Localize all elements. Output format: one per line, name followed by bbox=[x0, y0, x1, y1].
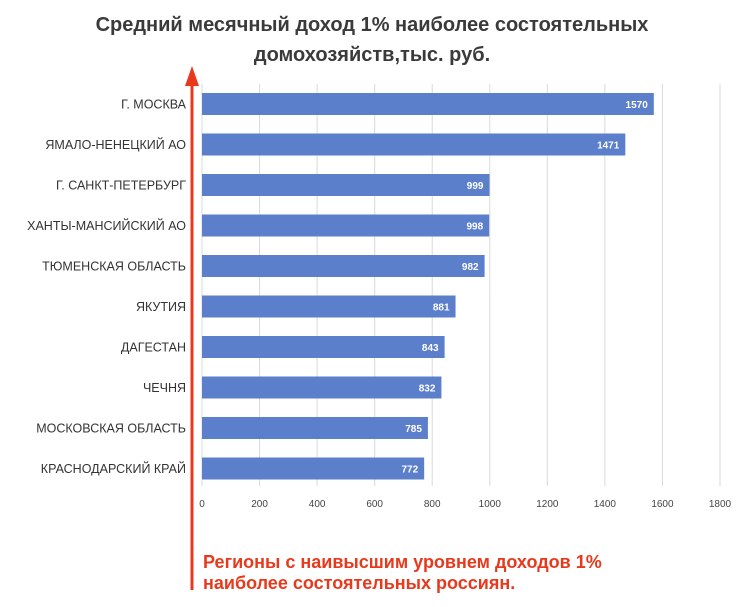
category-label: МОСКОВСКАЯ ОБЛАСТЬ bbox=[36, 422, 186, 436]
bar bbox=[202, 255, 485, 277]
bar-value-label: 999 bbox=[467, 181, 484, 192]
category-label: ЧЕЧНЯ bbox=[143, 381, 186, 395]
bar-value-label: 843 bbox=[422, 343, 439, 354]
category-label: ТЮМЕНСКАЯ ОБЛАСТЬ bbox=[42, 260, 186, 274]
bar bbox=[202, 133, 626, 156]
bar-value-label: 832 bbox=[419, 384, 436, 395]
bar bbox=[202, 295, 456, 318]
bar bbox=[202, 457, 425, 480]
bar bbox=[202, 417, 428, 439]
bar bbox=[202, 174, 490, 196]
bars: 1570 1471 999 998 982 881 843 832 785 772 bbox=[202, 93, 654, 480]
x-tick-label: 400 bbox=[309, 499, 326, 510]
category-label: ЯМАЛО-НЕНЕЦКИЙ АО bbox=[45, 137, 186, 152]
bar bbox=[202, 376, 442, 399]
arrow-head bbox=[185, 66, 199, 86]
bar-value-label: 1471 bbox=[597, 141, 620, 152]
bar bbox=[202, 214, 490, 237]
x-tick-label: 800 bbox=[424, 499, 441, 510]
x-tick-label: 1200 bbox=[536, 499, 559, 510]
bar-value-label: 998 bbox=[467, 222, 484, 233]
bar-value-label: 1570 bbox=[626, 100, 649, 111]
bar bbox=[202, 93, 654, 115]
category-label: Г. МОСКВА bbox=[121, 98, 187, 112]
category-label: ХАНТЫ-МАНСИЙСКИЙ АО bbox=[27, 218, 186, 233]
category-label: Г. САНКТ-ПЕТЕРБУРГ bbox=[56, 179, 186, 193]
x-tick-label: 1000 bbox=[479, 499, 502, 510]
category-label: КРАСНОДАРСКИЙ КРАЙ bbox=[41, 461, 186, 476]
category-label: ДАГЕСТАН bbox=[121, 341, 186, 355]
x-axis-tick-labels: 0 200 400 600 800 1000 1200 1400 1600 1800 bbox=[199, 499, 731, 510]
category-labels: Г. МОСКВА ЯМАЛО-НЕНЕЦКИЙ АО Г. САНКТ-ПЕТЕР… bbox=[27, 98, 187, 477]
x-tick-label: 0 bbox=[199, 499, 205, 510]
annotation-caption: Регионы с наивысшим уровнем доходов 1% н… bbox=[203, 552, 602, 594]
x-tick-label: 600 bbox=[366, 499, 383, 510]
category-label: ЯКУТИЯ bbox=[136, 300, 186, 314]
chart-title-line-1: Средний месячный доход 1% наиболее состо… bbox=[95, 14, 649, 36]
annotation-line-1: Регионы с наивысшим уровнем доходов 1% bbox=[203, 552, 602, 572]
highlight-arrow bbox=[185, 66, 199, 590]
bar-value-label: 982 bbox=[462, 262, 479, 273]
bar-value-label: 785 bbox=[405, 424, 422, 435]
chart-title-line-2: домохозяйств,тыс. руб. bbox=[253, 44, 491, 66]
bar bbox=[202, 336, 445, 358]
x-tick-label: 1800 bbox=[709, 499, 732, 510]
chart-title: Средний месячный доход 1% наиболее состо… bbox=[0, 10, 744, 70]
annotation-line-2: наиболее состоятельных россиян. bbox=[203, 573, 516, 593]
x-tick-label: 1600 bbox=[651, 499, 674, 510]
bar-value-label: 881 bbox=[433, 303, 450, 314]
x-tick-label: 200 bbox=[251, 499, 268, 510]
x-tick-label: 1400 bbox=[594, 499, 617, 510]
bar-value-label: 772 bbox=[401, 465, 418, 476]
